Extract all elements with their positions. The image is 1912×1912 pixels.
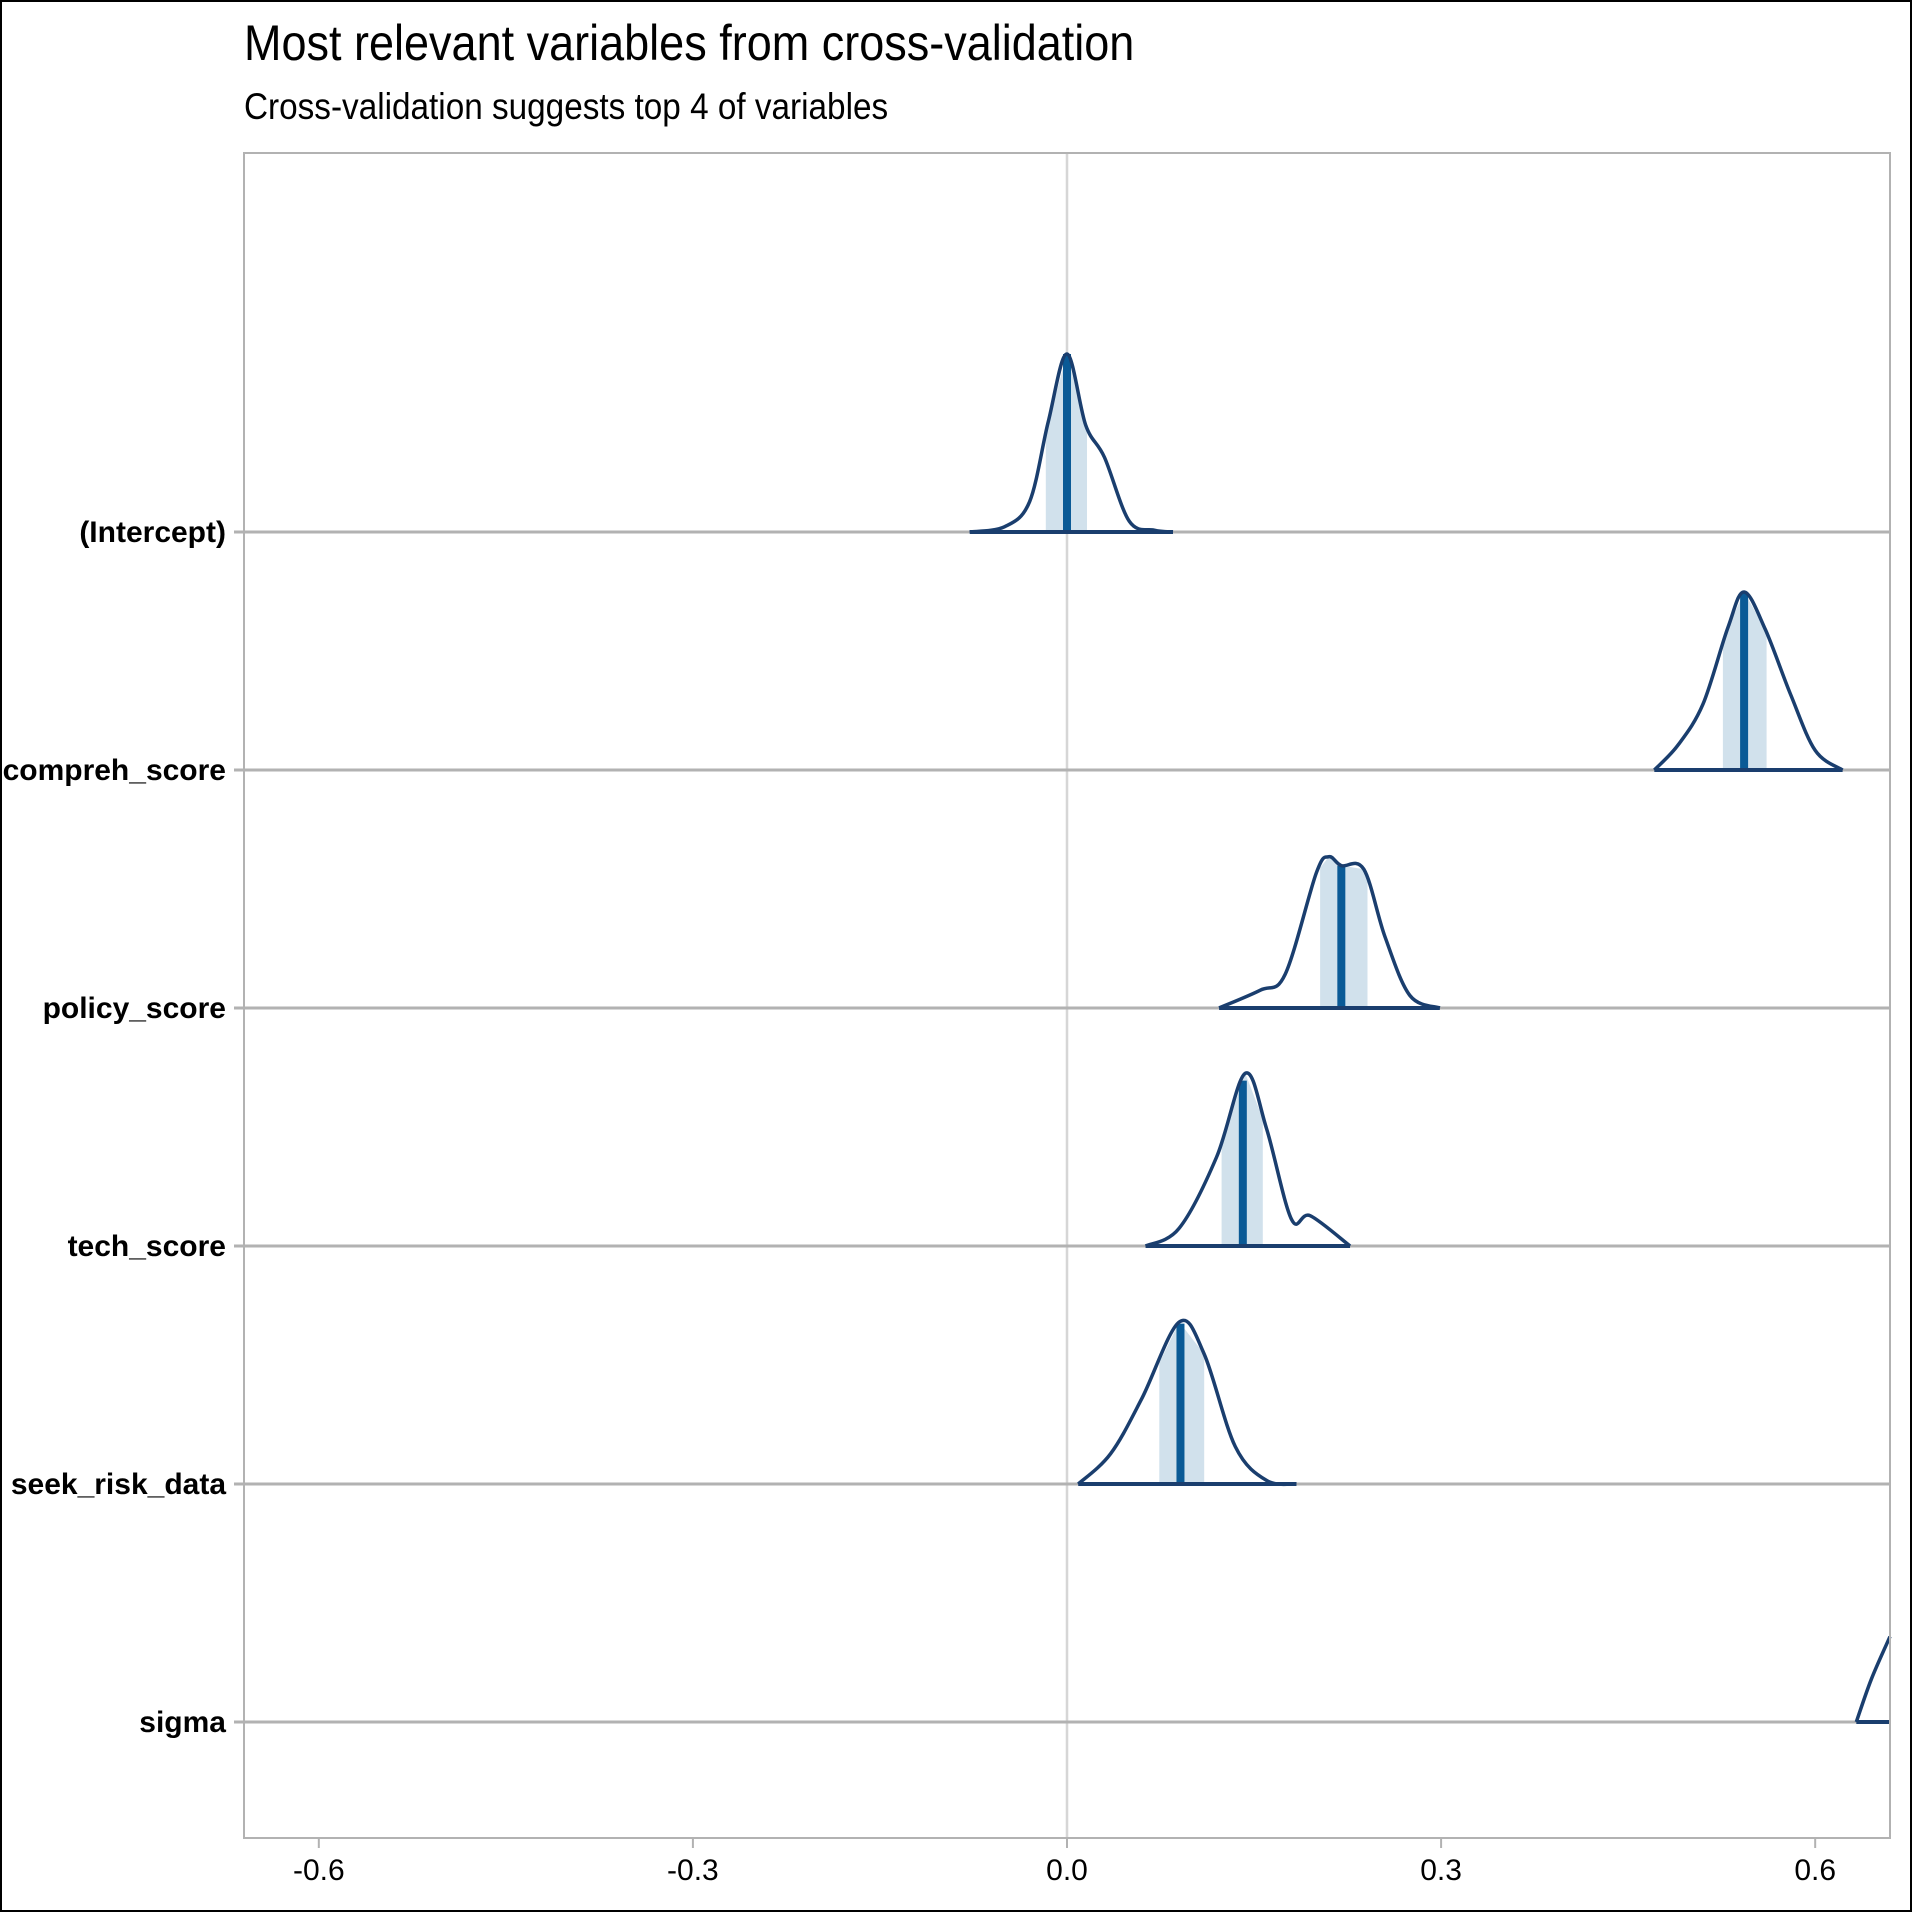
y-label-tech-score: tech_score [68,1230,226,1263]
x-tick-label-3: 0.3 [1420,1854,1462,1887]
y-label-intercept: (Intercept) [79,516,226,549]
chart-title: Most relevant variables from cross-valid… [244,15,1135,71]
density-curve-seek-risk-data [1077,1318,1297,1487]
y-label-compreh-score: compreh_score [3,754,226,787]
density-curve-compreh-score [1653,590,1844,772]
y-label-policy-score: policy_score [43,992,226,1025]
x-tick-label-0: -0.6 [293,1854,345,1887]
density-curve-sigma [1854,1635,1892,1723]
x-tick-label-2: 0.0 [1046,1854,1088,1887]
y-label-seek-risk-data: seek_risk_data [11,1468,226,1501]
x-tick-label-1: -0.3 [667,1854,719,1887]
x-tick-label-4: 0.6 [1794,1854,1836,1887]
density-curve-tech-score [1144,1071,1352,1248]
density-curve-policy-score [1218,854,1441,1010]
density-curve-intercept [969,352,1174,534]
chart-subtitle: Cross-validation suggests top 4 of varia… [244,86,889,127]
y-label-sigma: sigma [139,1706,226,1739]
